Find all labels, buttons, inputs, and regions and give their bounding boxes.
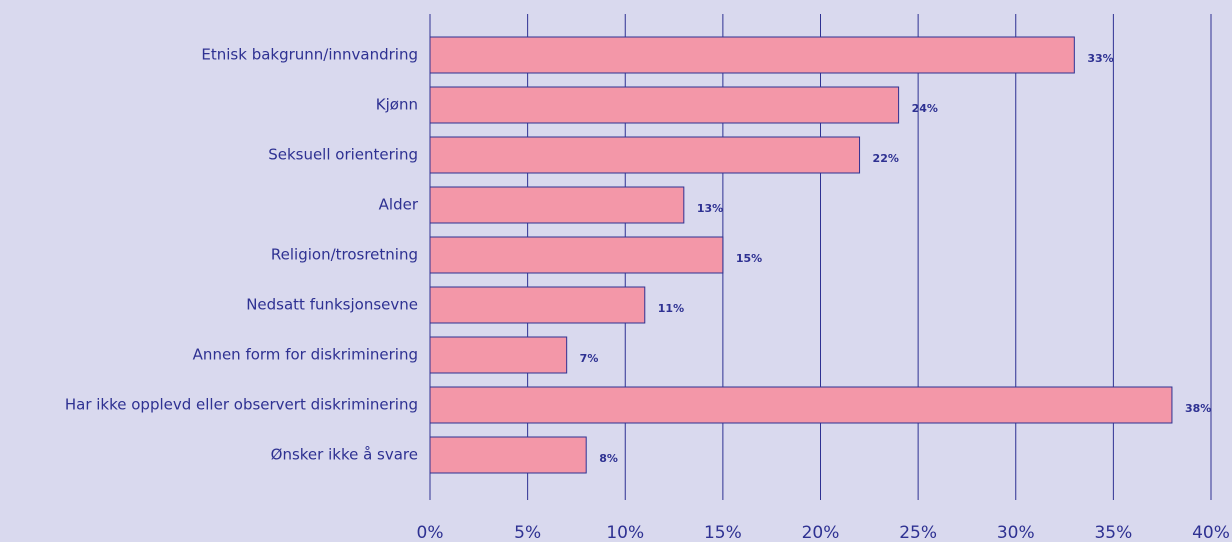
category-label: Kjønn [376,96,418,114]
x-tick-label: 30% [997,523,1035,542]
x-tick-label: 15% [704,523,742,542]
value-label: 38% [1185,402,1211,415]
value-label: 33% [1087,52,1113,65]
bar [429,86,900,124]
bar [429,186,685,224]
bar [429,36,1075,74]
x-tick-label: 0% [417,523,444,542]
value-label: 24% [912,102,938,115]
x-tick-label: 10% [606,523,644,542]
category-label: Har ikke opplevd eller observert diskrim… [65,396,418,414]
category-label: Nedsatt funksjonsevne [246,296,418,314]
category-label: Etnisk bakgrunn/innvandring [201,46,418,64]
category-label: Annen form for diskriminering [193,346,418,364]
value-label: 11% [658,302,684,315]
value-label: 7% [580,352,599,365]
bar [429,136,861,174]
x-tick-label: 20% [802,523,840,542]
value-label: 22% [873,152,899,165]
category-label: Alder [379,196,419,214]
value-label: 8% [599,452,618,465]
x-tick-label: 25% [899,523,937,542]
x-tick-label: 5% [514,523,541,542]
value-label: 13% [697,202,723,215]
value-label: 15% [736,252,762,265]
x-tick-label: 40% [1192,523,1230,542]
category-label: Seksuell orientering [268,146,418,164]
bar [429,286,646,324]
bar [429,336,568,374]
bar [429,436,587,474]
category-label: Religion/trosretning [271,246,418,264]
bar [429,236,724,274]
x-tick-label: 35% [1094,523,1132,542]
category-label: Ønsker ikke å svare [271,446,418,464]
bar [429,386,1173,424]
